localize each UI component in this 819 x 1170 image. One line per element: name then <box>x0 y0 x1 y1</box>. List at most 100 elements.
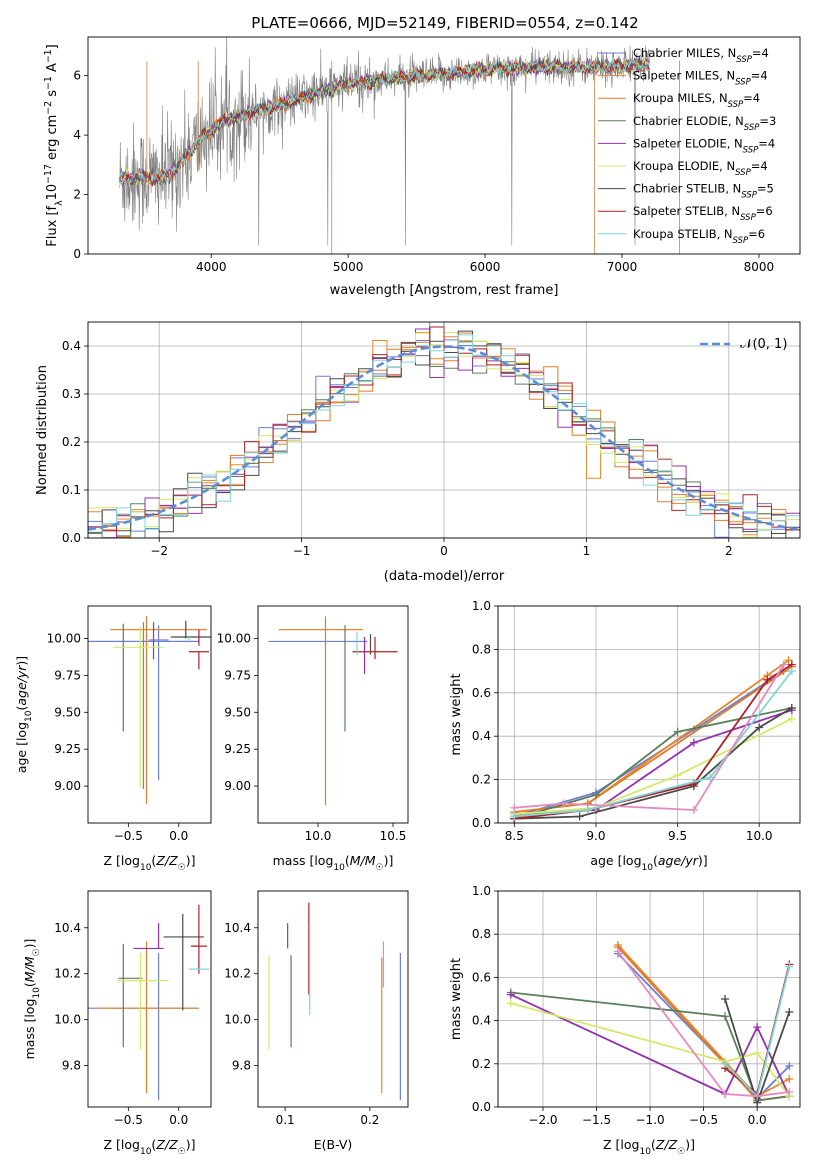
series-marker <box>689 805 698 814</box>
y-axis-label-part: )] <box>22 939 37 949</box>
legend-entry: Salpeter MILES, NSSP=4 <box>633 69 768 88</box>
massweight-vs-age-panel: 8.5 9.0 9.5 10.0 0.0 0.2 0.4 0.6 0.8 1.0 mass weig… <box>449 599 801 873</box>
series-line <box>514 664 785 811</box>
legend-count: =4 <box>751 159 768 173</box>
y-tick-label: 0.4 <box>62 339 81 353</box>
y-tick-label: 9.25 <box>224 742 251 756</box>
y-tick-label: 10.2 <box>54 967 81 981</box>
x-axis-label: Z [log10(Z/Z☉)] <box>603 1137 695 1157</box>
series-line <box>510 993 791 1097</box>
x-tick-label: 0.2 <box>360 1113 379 1127</box>
x-axis-label-part: )] <box>186 853 196 868</box>
x-tick-label: 0.0 <box>748 1113 767 1127</box>
y-axis-label: mass weight <box>449 673 464 755</box>
y-tick-label: 9.8 <box>62 1059 81 1073</box>
series-marker <box>755 723 764 732</box>
x-axis-label: Z [log10(Z/Z☉)] <box>104 853 196 873</box>
series-marker <box>510 812 519 821</box>
x-tick-label: 7000 <box>607 260 638 274</box>
x-axis-label-part: 10 <box>642 863 654 873</box>
legend-entry: 𝒩(0, 1) <box>740 337 787 352</box>
x-tick-label: 9.5 <box>668 829 687 843</box>
x-tick-label: −1.0 <box>636 1113 665 1127</box>
plot-area <box>88 616 211 804</box>
x-tick-label: −1.5 <box>582 1113 611 1127</box>
y-tick-label: 4 <box>73 128 81 142</box>
series-marker <box>721 1012 730 1021</box>
axes-frame <box>257 890 409 1108</box>
mass-vs-ebv-panel: 0.1 0.2 9.8 10.0 10.2 10.4 E(B-V) <box>224 890 409 1152</box>
y-axis-label-part: 10 <box>24 710 34 722</box>
series-marker <box>779 660 788 669</box>
legend-entry: Kroupa MILES, NSSP=4 <box>633 91 760 110</box>
y-axis-label-part: M/M <box>22 956 37 982</box>
y-axis-label-part: age [log <box>14 722 29 773</box>
massweight-vs-metallicity-panel: −2.0 −1.5 −1.0 −0.5 0.0 0.0 0.2 0.4 0.6 0.8 1.0 mas… <box>449 884 801 1157</box>
y-axis-label-part: −17 <box>43 164 54 184</box>
x-axis-label: age [log10(age/yr)] <box>590 853 707 873</box>
residual-histogram <box>88 328 800 538</box>
series-marker <box>721 1059 730 1068</box>
x-axis-label-part: )] <box>384 853 394 868</box>
legend-entry: Kroupa STELIB, NSSP=6 <box>633 227 765 246</box>
y-tick-label: 0.8 <box>472 927 491 941</box>
series-marker <box>591 790 600 799</box>
x-axis-label: mass [log10(M/M☉)] <box>273 853 394 873</box>
legend-count: =6 <box>756 204 773 218</box>
legend-entry: Chabrier ELODIE, NSSP=3 <box>633 114 776 133</box>
y-axis-label: Flux [fλ10−17 erg cm−2 s−1 A−1] <box>43 44 65 246</box>
errorbar-point <box>148 625 169 781</box>
x-axis-label-part: ☉ <box>677 1147 685 1157</box>
y-axis-label-part: 10 <box>45 184 60 201</box>
series-marker <box>785 1087 794 1096</box>
series-marker <box>506 999 515 1008</box>
residual-histogram <box>88 334 800 538</box>
series-marker <box>787 714 796 723</box>
axes-frame <box>87 890 212 1108</box>
y-axis-label-part: ( <box>22 982 37 987</box>
errorbar-point <box>88 622 199 790</box>
y-axis-label-part: age/yr <box>14 665 29 706</box>
x-tick-label: 10.0 <box>746 829 773 843</box>
y-axis-label-part: ] <box>45 44 60 49</box>
y-tick-label: 0.4 <box>472 1014 491 1028</box>
legend-count: =4 <box>743 91 760 105</box>
x-tick-label: 10.5 <box>380 829 407 843</box>
y-tick-label: 1.0 <box>472 599 491 613</box>
x-tick-label: −0.5 <box>114 1113 143 1127</box>
legend-subscript: SSP <box>740 213 756 223</box>
y-tick-label: 9.00 <box>224 779 251 793</box>
y-tick-label: 10.00 <box>47 631 81 645</box>
legend-entry: Salpeter STELIB, NSSP=6 <box>633 204 773 223</box>
x-axis-label-part: ( <box>653 853 658 868</box>
y-tick-label: 10.4 <box>224 921 251 935</box>
legend-subscript: SSP <box>741 191 757 201</box>
legend-subscript: SSP <box>735 78 751 88</box>
series-marker <box>673 771 682 780</box>
x-tick-label: −0.5 <box>689 1113 718 1127</box>
y-axis-label-part: −1 <box>43 49 54 63</box>
y-axis-label-part: −2 <box>43 101 54 115</box>
y-tick-label: 10.00 <box>217 631 251 645</box>
y-tick-label: 1.0 <box>472 884 491 898</box>
series-line <box>510 991 790 1102</box>
x-axis-label-part: Z [log <box>104 1137 140 1152</box>
x-tick-label: 6000 <box>470 260 501 274</box>
x-axis-label-part: 10 <box>140 863 152 873</box>
y-tick-label: 10.0 <box>54 1013 81 1027</box>
legend-count: =4 <box>751 69 768 83</box>
x-tick-label: 8000 <box>744 260 775 274</box>
series-marker <box>510 803 519 812</box>
y-axis-label-part: 10 <box>32 987 42 999</box>
legend-count: =3 <box>759 114 776 128</box>
legend-subscript: SSP <box>743 145 759 155</box>
x-axis-label-part: M/M <box>350 853 376 868</box>
observed-spectrum <box>119 37 650 246</box>
y-tick-label: 9.75 <box>54 668 81 682</box>
y-tick-label: 9.25 <box>54 742 81 756</box>
y-axis-label-part: )] <box>14 656 29 666</box>
series-marker <box>785 1007 794 1016</box>
axes-frame <box>257 605 409 824</box>
